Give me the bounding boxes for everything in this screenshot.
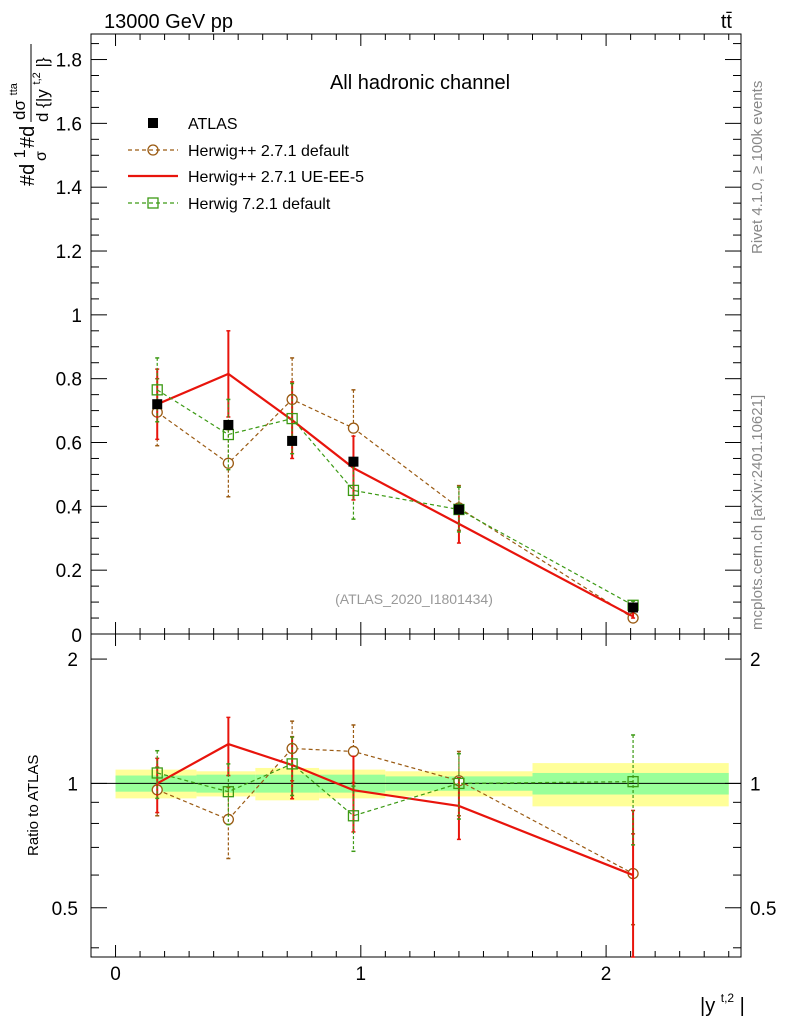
ylabel-one: 1: [12, 149, 29, 158]
header-right: tt̄: [721, 11, 733, 33]
ratio-series-1-point: [347, 745, 360, 758]
x-tick-label: 2: [601, 964, 612, 985]
main-series-1-point: [347, 422, 360, 434]
y-tick-label-main: 0.2: [56, 561, 82, 582]
svg-text:dσ tta: dσ tta: [8, 82, 29, 120]
y-tick-label-main: 0.6: [56, 434, 82, 455]
main-series-3-point: [151, 384, 163, 396]
y-tick-label-zero: 0: [71, 626, 82, 647]
ratio-series-2-line: [156, 742, 634, 877]
y-tick-label-ratio-right: 2: [750, 650, 761, 671]
ratio-series-3-point: [453, 777, 465, 790]
legend-label-herwig7: Herwig 7.2.1 default: [188, 196, 331, 213]
legend-marker-herwig7: [147, 197, 159, 209]
ratio-series-3-point: [286, 758, 298, 770]
ratio-series-3-line: [157, 763, 634, 817]
y-tick-label-main: 0.4: [56, 497, 83, 518]
ratio-series-1-line: [156, 747, 634, 875]
svg-text:d {|y t,2 |}: d {|y t,2 |}: [25, 57, 52, 122]
ratio-series-3-point: [627, 775, 639, 788]
y-tick-label-ratio: 0.5: [52, 899, 78, 920]
y-tick-label-main: 0.8: [56, 370, 82, 391]
y-tick-label-ratio-right: 1: [750, 774, 761, 795]
atlas-data-point: [348, 456, 359, 467]
y-tick-label-ratio: 1: [67, 774, 78, 795]
main-series-3-point: [286, 412, 298, 425]
ratio-plot-area: [151, 716, 639, 958]
main-series-3-point: [347, 484, 360, 497]
legend-label-herwigpp-default: Herwig++ 2.7.1 default: [188, 143, 350, 160]
legend-label-atlas: ATLAS: [188, 116, 238, 133]
y-axis-label-main: #d 1 σ #d dσ tta d {|y t,2 |}: [8, 44, 52, 186]
atlas-data-point: [453, 504, 464, 515]
main-series-3-line: [156, 389, 634, 606]
y-tick-label-main: 1.2: [56, 242, 82, 263]
header-left: 13000 GeV pp: [104, 11, 233, 33]
main-series-2-line: [156, 372, 634, 618]
xlabel-base: |y: [700, 995, 715, 1017]
y-tick-label-ratio-right: 0.5: [750, 899, 776, 920]
main-series-3-point: [222, 428, 235, 441]
legend-marker-atlas: [148, 118, 158, 128]
y-tick-label-main: 1: [71, 306, 82, 327]
ylabel-denend: |}: [33, 57, 52, 67]
xlabel-end: |: [740, 995, 745, 1017]
ylabel-densup: t,2: [31, 72, 43, 84]
ylabel-prefix: #d: [17, 164, 39, 186]
atlas-data-point: [152, 399, 163, 410]
x-tick-label: 1: [356, 964, 367, 985]
svg-text:#d 1: #d 1: [12, 149, 39, 186]
ylabel-dsigma: dσ: [10, 100, 29, 120]
y-tick-label-ratio: 2: [67, 650, 78, 671]
ylabel-sup: tta: [8, 82, 20, 95]
atlas-data-point: [223, 419, 234, 430]
y-axis-label-ratio: Ratio to ATLAS: [25, 755, 42, 856]
atlas-data-point: [287, 435, 298, 446]
ratio-panel-frame: [90, 633, 742, 958]
y-tick-label-main: 1.8: [56, 51, 82, 72]
ratio-series-3-point: [151, 767, 163, 779]
ratio-series-3-point: [347, 810, 360, 822]
atlas-data-point: [628, 602, 639, 613]
ylabel-mid: #d: [17, 126, 39, 148]
chart-title: All hadronic channel: [330, 72, 510, 94]
legend: ATLAS Herwig++ 2.7.1 default Herwig++ 2.…: [128, 116, 364, 213]
legend-label-herwigpp-ueee5: Herwig++ 2.7.1 UE-EE-5: [188, 169, 364, 186]
watermark: (ATLAS_2020_I1801434): [335, 591, 493, 607]
x-axis-label: |y t,2 |: [700, 985, 745, 1017]
main-plot-area: [151, 330, 639, 624]
ratio-series-3-point: [222, 786, 235, 798]
y-tick-label-main: 1.4: [56, 178, 83, 199]
axis-ticks: 0 1 2 0.2 0.4 0.6 0.8 1 1.2 1.4 1.6 1.8 0 0.5 0.5 1 1 2 2: [52, 34, 776, 985]
main-series-1-line: [156, 398, 634, 619]
x-tick-label: 0: [110, 964, 121, 985]
main-series-1-point: [222, 457, 235, 469]
side-label-bottom: mcplots.cern.ch [arXiv:2401.10621]: [749, 395, 766, 630]
y-tick-label-main: 1.6: [56, 114, 82, 135]
ylabel-sigma: σ: [33, 151, 50, 161]
ylabel-den: d {|y: [33, 89, 52, 122]
side-label-top: Rivet 4.1.0, ≥ 100k events: [749, 81, 766, 254]
legend-marker-herwigpp-default: [147, 144, 159, 156]
xlabel-sup: t,2: [721, 991, 735, 1005]
